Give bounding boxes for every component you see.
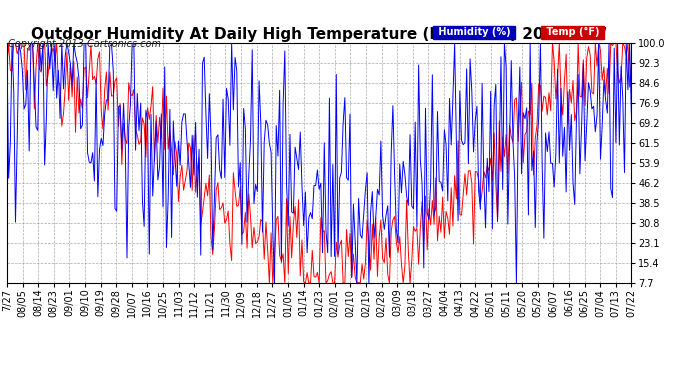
Title: Outdoor Humidity At Daily High Temperature (Past Year) 20130727: Outdoor Humidity At Daily High Temperatu…: [31, 27, 607, 42]
Text: Humidity (%): Humidity (%): [435, 27, 513, 38]
Text: Temp (°F): Temp (°F): [542, 27, 602, 38]
Text: Copyright 2013 Cartronics.com: Copyright 2013 Cartronics.com: [8, 39, 161, 49]
